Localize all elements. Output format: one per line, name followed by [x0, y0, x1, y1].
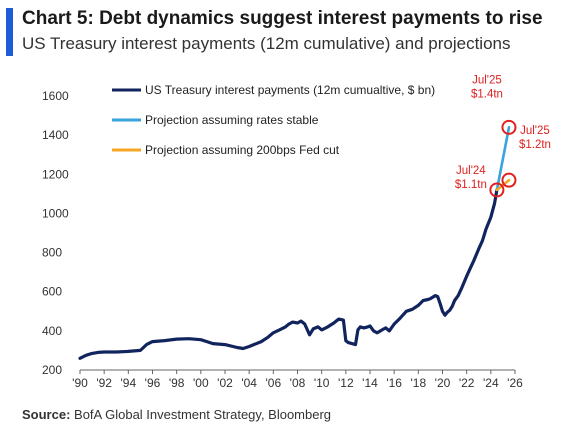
- series-line-0: [78, 188, 499, 360]
- x-tick-label: '26: [507, 376, 523, 390]
- y-tick-label: 800: [42, 246, 62, 260]
- x-tick-label: '12: [338, 376, 354, 390]
- y-tick-label: 1400: [42, 128, 69, 142]
- chart-series: [78, 126, 511, 360]
- title-accent-bar: [6, 8, 13, 56]
- source-label: Source:: [22, 407, 71, 422]
- annotation-label: Jul'25: [520, 125, 550, 137]
- annotation-marker: [501, 172, 517, 188]
- chart-subtitle: US Treasury interest payments (12m cumul…: [22, 34, 511, 53]
- annotation-marker: [489, 182, 505, 198]
- x-tick-label: '16: [386, 376, 402, 390]
- legend-label-0: US Treasury interest payments (12m cumua…: [145, 83, 435, 97]
- source-note: Source: BofA Global Investment Strategy,…: [22, 407, 331, 422]
- chart-axes: '90 '92 '94 '96 '98 '00 '02 '04 '06 '08 '10 '12 '14 '…: [42, 89, 523, 390]
- legend-label-1: Projection assuming rates stable: [145, 113, 319, 127]
- x-tick-label: '20: [435, 376, 451, 390]
- x-tick-label: '00: [193, 376, 209, 390]
- annotation-marker: [501, 119, 517, 135]
- x-tick-label: '04: [241, 376, 257, 390]
- chart-legend: US Treasury interest payments (12m cumua…: [112, 83, 435, 157]
- x-tick-label: '06: [266, 376, 282, 390]
- y-tick-label: 200: [42, 363, 62, 377]
- x-tick-label: '08: [290, 376, 306, 390]
- y-tick-label: 1600: [42, 89, 69, 103]
- y-tick-label: 1000: [42, 206, 69, 220]
- legend-label-2: Projection assuming 200bps Fed cut: [145, 143, 340, 157]
- x-tick-label: '90: [72, 376, 88, 390]
- x-tick-label: '98: [169, 376, 185, 390]
- source-text: BofA Global Investment Strategy, Bloombe…: [74, 407, 332, 422]
- series-line-2: [495, 178, 511, 192]
- annotation-label: $1.2tn: [519, 139, 551, 151]
- x-tick-label: '10: [314, 376, 330, 390]
- x-tick-label: '94: [121, 376, 137, 390]
- annotation-label: $1.4tn: [471, 88, 503, 100]
- x-tick-label: '24: [483, 376, 499, 390]
- x-tick-label: '92: [96, 376, 112, 390]
- chart-title: Chart 5: Debt dynamics suggest interest …: [22, 8, 543, 29]
- x-tick-label: '22: [459, 376, 475, 390]
- y-tick-label: 1200: [42, 167, 69, 181]
- x-tick-label: '96: [145, 376, 161, 390]
- series-line-1: [495, 126, 511, 192]
- annotation-label: Jul'25: [472, 74, 502, 86]
- x-tick-label: '18: [411, 376, 427, 390]
- x-tick-label: '14: [362, 376, 378, 390]
- chart-annotations: Jul'24 $1.1tn Jul'25 $1.4tn Jul'25 $1.2tn: [455, 74, 551, 198]
- x-tick-label: '02: [217, 376, 233, 390]
- annotation-label: $1.1tn: [455, 179, 487, 191]
- annotation-label: Jul'24: [456, 165, 486, 177]
- y-tick-label: 400: [42, 324, 62, 338]
- y-tick-label: 600: [42, 285, 62, 299]
